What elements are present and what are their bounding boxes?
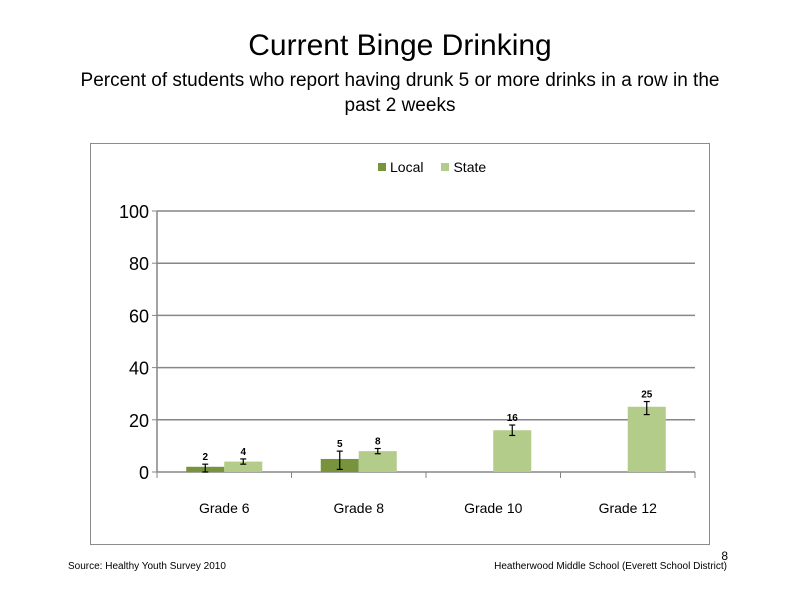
page-number: 8 — [721, 549, 728, 563]
legend-swatch-state — [441, 163, 450, 171]
y-tick-label: 20 — [129, 411, 149, 431]
bar-state — [224, 461, 263, 472]
y-tick-label: 100 — [119, 202, 149, 222]
legend-label-local: Local — [390, 159, 424, 175]
x-tick-label: Grade 12 — [599, 500, 658, 516]
y-tick-label: 60 — [129, 306, 149, 326]
bar-state — [358, 451, 397, 472]
school-name: Heatherwood Middle School (Everett Schoo… — [494, 561, 727, 572]
bar-state — [493, 430, 532, 472]
y-tick-label: 80 — [129, 254, 149, 274]
legend-label-state: State — [453, 159, 487, 175]
data-label: 8 — [375, 437, 381, 448]
x-tick-label: Grade 6 — [199, 500, 250, 516]
x-tick-label: Grade 10 — [464, 500, 523, 516]
y-tick-label: 40 — [129, 359, 149, 379]
data-label: 5 — [337, 439, 343, 450]
legend-item-local: Local — [378, 159, 423, 175]
data-label: 4 — [240, 447, 246, 458]
legend-swatch-local — [378, 163, 386, 171]
chart-legend: Local State — [378, 159, 486, 175]
source-note: Source: Healthy Youth Survey 2010 — [68, 561, 226, 572]
chart-frame — [90, 143, 710, 545]
data-label: 16 — [507, 413, 519, 424]
data-label: 25 — [641, 390, 653, 401]
y-tick-label: 0 — [139, 463, 149, 483]
data-label: 2 — [202, 452, 208, 463]
slide-subtitle: Percent of students who report having dr… — [80, 70, 720, 116]
x-tick-label: Grade 8 — [333, 500, 384, 516]
legend-item-state: State — [441, 159, 486, 175]
bar-state — [627, 406, 666, 472]
slide-title: Current Binge Drinking — [248, 29, 552, 62]
